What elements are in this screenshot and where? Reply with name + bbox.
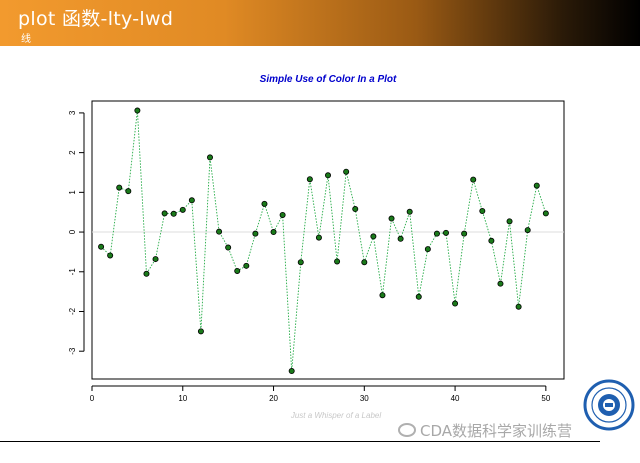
data-point: [542, 210, 549, 217]
axes: 0 10 20 30 40 50 -3 -2 -1 0 1 2 3: [68, 110, 551, 403]
y-tick-label: 1: [68, 190, 77, 195]
slide-title: plot 函数-lty-lwd: [18, 8, 174, 30]
x-tick-label: 30: [360, 394, 369, 403]
university-emblem-icon: [583, 379, 635, 431]
chart-svg: Simple Use of Color In a Plot 0 10 20 30 40 5…: [68, 74, 565, 420]
y-tick-label: -3: [68, 347, 77, 355]
data-point: [433, 230, 440, 237]
data-point: [524, 227, 531, 234]
data-point: [188, 197, 195, 204]
data-point: [352, 206, 359, 213]
data-point: [334, 258, 341, 265]
wechat-icon: [398, 423, 416, 437]
data-point: [479, 208, 486, 215]
data-point: [406, 208, 413, 215]
data-point: [152, 256, 159, 263]
data-point: [243, 262, 250, 269]
x-tick-label: 20: [269, 394, 278, 403]
data-point: [442, 229, 449, 236]
slide-header: plot 函数-lty-lwd 线: [0, 0, 640, 46]
data-points: [98, 107, 549, 375]
data-point: [125, 188, 132, 195]
data-point: [161, 210, 168, 217]
x-tick-label: 10: [178, 394, 187, 403]
slide-subtitle: 线: [21, 34, 31, 45]
y-tick-label: 0: [68, 229, 77, 234]
data-point: [533, 182, 540, 189]
data-point: [324, 172, 331, 179]
x-tick-label: 40: [451, 394, 460, 403]
data-point: [206, 154, 213, 161]
data-point: [343, 168, 350, 175]
data-point: [497, 280, 504, 287]
data-point: [379, 292, 386, 299]
data-point: [297, 259, 304, 266]
data-point: [197, 328, 204, 335]
data-point: [225, 244, 232, 251]
bottom-divider: [0, 441, 600, 442]
data-point: [470, 176, 477, 183]
series-line: [100, 110, 547, 372]
data-point: [506, 218, 513, 225]
chart-title: Simple Use of Color In a Plot: [260, 74, 397, 85]
data-point: [397, 235, 404, 242]
y-tick-label: -1: [68, 268, 77, 276]
data-point: [216, 228, 223, 235]
data-point: [361, 259, 368, 266]
data-point: [488, 237, 495, 244]
y-tick-label: 2: [68, 150, 77, 155]
watermark: CDA数据科学家训练营: [398, 420, 572, 441]
data-point: [270, 229, 277, 236]
data-point: [179, 206, 186, 213]
data-point: [261, 200, 268, 207]
data-point: [315, 234, 322, 241]
data-point: [134, 107, 141, 114]
data-point: [107, 252, 114, 259]
data-point: [424, 246, 431, 253]
data-point: [452, 300, 459, 307]
data-point: [252, 230, 259, 237]
data-point: [288, 368, 295, 375]
plot-frame: [91, 100, 565, 380]
y-tick-label: -2: [68, 307, 77, 315]
y-tick-label: 3: [68, 110, 77, 115]
x-axis-label: Just a Whisper of a Label: [290, 411, 381, 420]
data-point: [116, 184, 123, 191]
data-point: [370, 233, 377, 240]
data-point: [461, 230, 468, 237]
data-point: [388, 215, 395, 222]
data-point: [234, 267, 241, 274]
watermark-text: CDA数据科学家训练营: [420, 422, 573, 440]
data-point: [515, 303, 522, 310]
x-tick-label: 0: [90, 394, 95, 403]
data-point: [143, 270, 150, 277]
data-point: [170, 210, 177, 217]
data-point: [306, 176, 313, 183]
data-point: [415, 293, 422, 300]
x-tick-label: 50: [541, 394, 550, 403]
data-point: [98, 243, 105, 250]
data-point: [279, 211, 286, 218]
